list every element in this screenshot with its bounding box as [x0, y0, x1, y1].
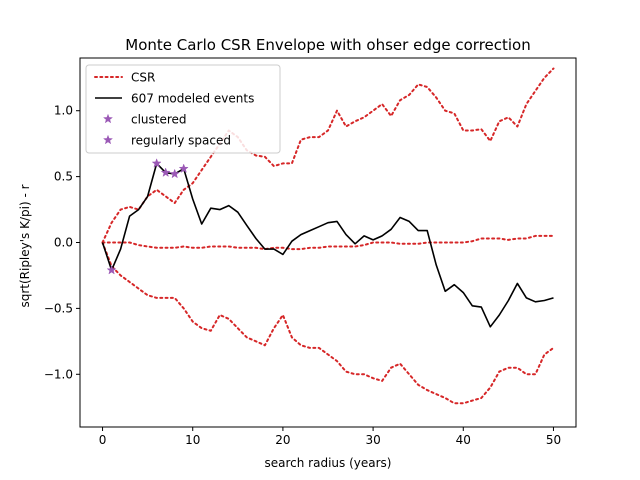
csr-envelope-median-line	[101, 234, 555, 251]
series-layer	[101, 67, 555, 405]
clustered-marker	[160, 167, 171, 177]
x-tick-label: 30	[365, 433, 380, 447]
clustered-marker	[178, 163, 189, 174]
legend-label: CSR	[131, 71, 155, 85]
legend: CSR 607 modeled events clustered regularly …	[85, 64, 281, 154]
x-tick-label: 10	[185, 433, 200, 447]
chart-title: Monte Carlo CSR Envelope with ohser edge…	[125, 36, 530, 54]
x-tick-label: 40	[456, 433, 471, 447]
x-tick-label: 50	[546, 433, 561, 447]
y-tick-label: −0.5	[44, 301, 73, 315]
y-axis-label: sqrt(Ripley's K/pi) - r	[18, 184, 32, 307]
legend-box	[85, 64, 281, 154]
clustered-marker	[169, 168, 180, 179]
observed-series-line	[101, 162, 554, 328]
y-tick-label: 0.0	[54, 236, 73, 250]
y-tick-label: 0.5	[54, 170, 73, 184]
csr-envelope-lower-line	[101, 241, 555, 405]
y-tick-label: −1.0	[44, 367, 73, 381]
legend-label: clustered	[131, 113, 187, 127]
legend-label: regularly spaced	[131, 134, 231, 148]
y-tick-label: 1.0	[54, 104, 73, 118]
axis-ticks: 0 10 20 30 40 50 −1.0 −0.5 0.0 0.5 1.0	[44, 104, 561, 447]
x-axis-label: search radius (years)	[265, 456, 392, 470]
clustered-marker	[151, 158, 162, 168]
csr-envelope-upper-line	[101, 67, 555, 244]
x-tick-label: 20	[275, 433, 290, 447]
x-tick-label: 0	[99, 433, 107, 447]
legend-label: 607 modeled events	[131, 92, 254, 106]
legend-star-swatch	[102, 113, 114, 124]
regularly-spaced-marker	[106, 264, 117, 275]
legend-star-swatch	[102, 134, 114, 145]
